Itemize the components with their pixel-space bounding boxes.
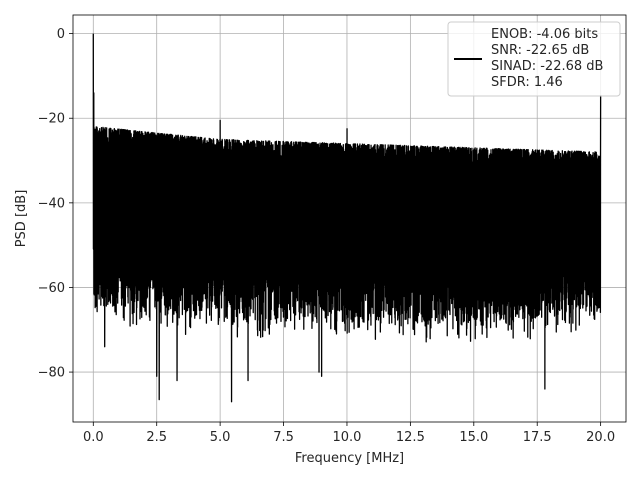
x-tick-label: 5.0 bbox=[210, 430, 231, 445]
x-tick-label: 2.5 bbox=[146, 430, 167, 445]
x-tick-label: 10.0 bbox=[332, 430, 361, 445]
legend-line-sinad: SINAD: -22.68 dB bbox=[491, 59, 603, 74]
x-tick-label: 0.0 bbox=[83, 430, 104, 445]
x-tick-label: 17.5 bbox=[523, 430, 552, 445]
y-axis-label: PSD [dB] bbox=[14, 190, 29, 248]
y-tick-label: −20 bbox=[38, 112, 65, 127]
y-tick-label: −60 bbox=[38, 281, 65, 296]
x-tick-label: 7.5 bbox=[273, 430, 294, 445]
y-tick-label: 0 bbox=[57, 27, 65, 42]
x-tick-label: 15.0 bbox=[459, 430, 488, 445]
x-tick-label: 12.5 bbox=[396, 430, 425, 445]
data-layer bbox=[92, 33, 602, 403]
psd-series-line bbox=[92, 33, 602, 403]
legend-line-sfdr: SFDR: 1.46 bbox=[491, 75, 563, 90]
legend: ENOB: -4.06 bits SNR: -22.65 dB SINAD: -… bbox=[447, 21, 621, 97]
legend-line-enob: ENOB: -4.06 bits bbox=[491, 27, 598, 42]
y-tick-label: −40 bbox=[38, 196, 65, 211]
y-tick-label: −80 bbox=[38, 366, 65, 381]
x-tick-label: 20.0 bbox=[586, 430, 615, 445]
legend-line-snr: SNR: -22.65 dB bbox=[491, 43, 589, 58]
axes-frame bbox=[72, 14, 627, 423]
legend-box bbox=[447, 21, 621, 97]
x-axis-label: Frequency [MHz] bbox=[295, 451, 404, 466]
ticks: 0.0 2.5 5.0 7.5 10.0 12.5 15.0 17.5 20.0 0 −20 −40 −… bbox=[38, 27, 616, 445]
